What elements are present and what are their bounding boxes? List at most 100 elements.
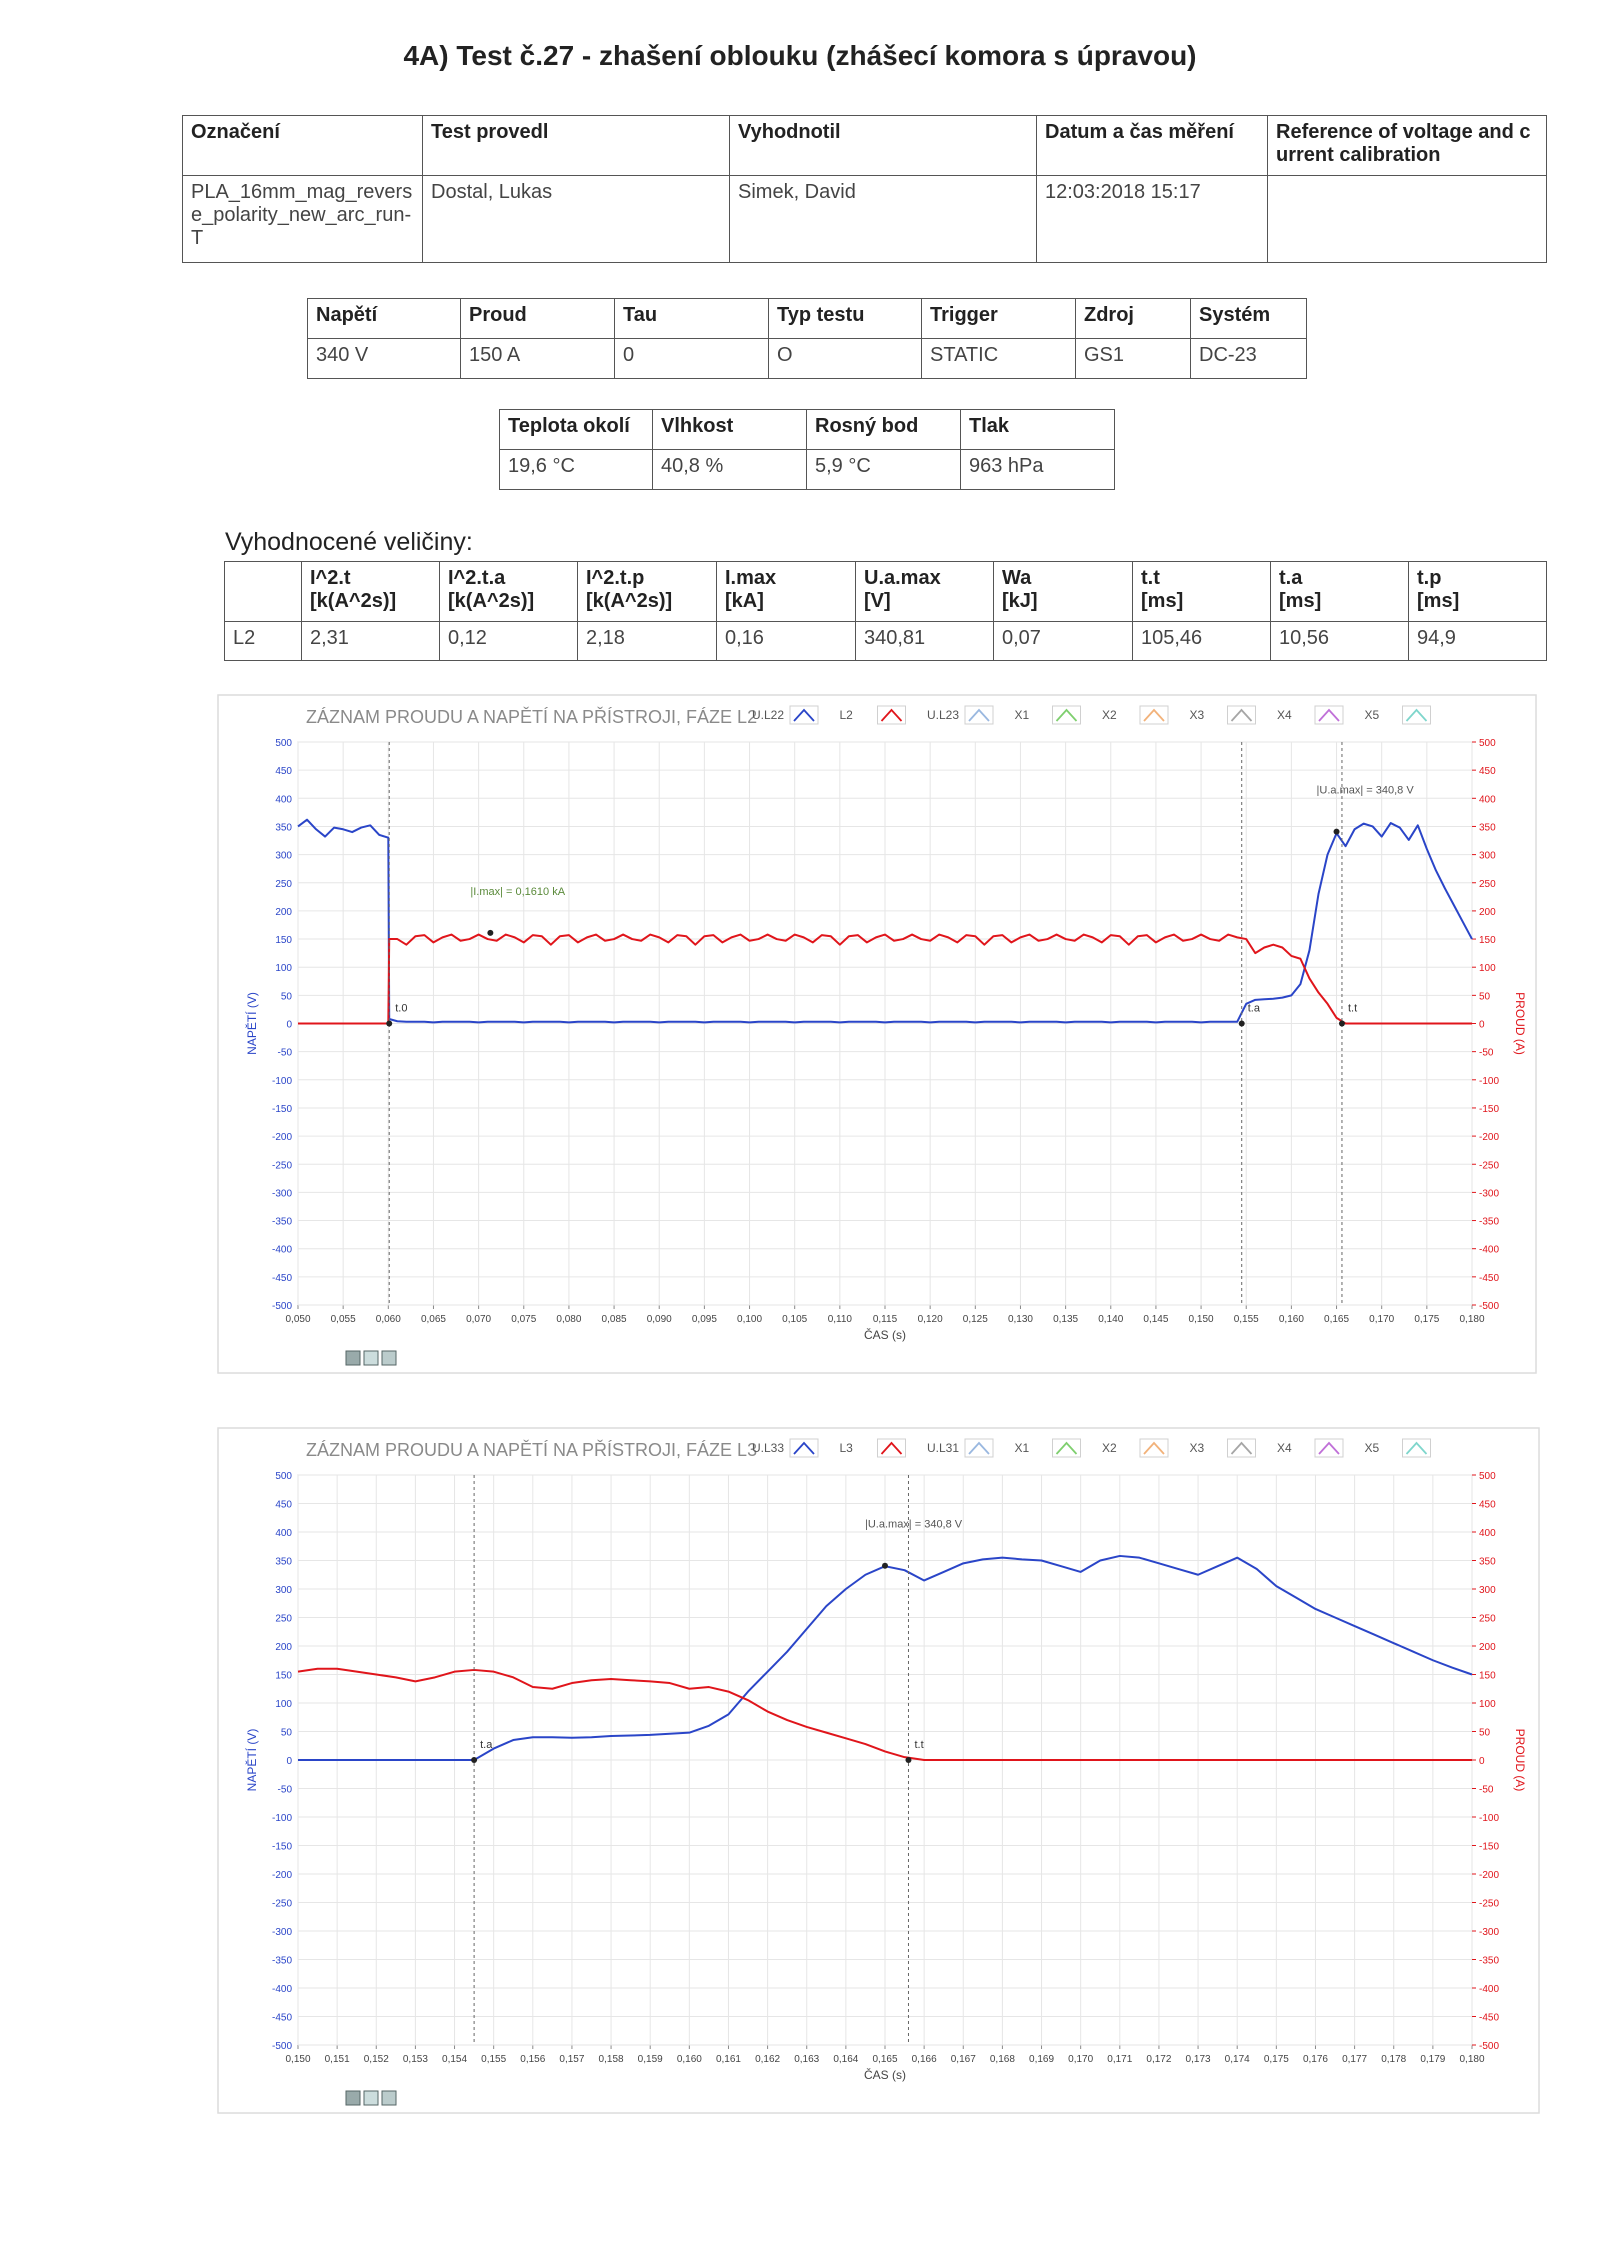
- x-tick-label: 0,155: [1234, 1314, 1259, 1325]
- cell: 0: [614, 338, 769, 379]
- x-tick-label: 0,100: [737, 1314, 762, 1325]
- y2-tick-label: -500: [1479, 2041, 1499, 2052]
- y-tick-label: 300: [275, 1585, 292, 1596]
- x-tick-label: 0,125: [963, 1314, 988, 1325]
- y2-tick-label: -200: [1479, 1132, 1499, 1143]
- x-axis-label: ČAS (s): [864, 2067, 906, 2082]
- y-tick-label: -350: [272, 1956, 292, 1967]
- x-tick-label: 0,153: [403, 2054, 428, 2065]
- toolbar-icon: [363, 1350, 379, 1366]
- legend-swatch: [1055, 1441, 1078, 1455]
- y-tick-label: -200: [272, 1132, 292, 1143]
- y2-tick-label: 300: [1479, 851, 1496, 862]
- cell: Dostal, Lukas: [422, 175, 730, 263]
- legend-swatch-box: [1139, 1438, 1169, 1458]
- cell: 340,81: [855, 621, 994, 661]
- header-cell: Tau: [614, 298, 769, 339]
- table-caption: Vyhodnocené veličiny:: [225, 528, 473, 556]
- x-tick-label: 0,168: [990, 2054, 1015, 2065]
- x-tick-label: 0,090: [647, 1314, 672, 1325]
- y-tick-label: 300: [275, 851, 292, 862]
- y-tick-label: 200: [275, 907, 292, 918]
- y-tick-label: 450: [275, 766, 292, 777]
- x-tick-label: 0,110: [828, 1314, 853, 1325]
- table: Teplota okolí Vlhkost Rosný bod Tlak 19,6 °C…: [499, 409, 1115, 490]
- x-tick-label: 0,065: [421, 1314, 446, 1325]
- annotation-label: |U.a.max| = 340,8 V: [865, 1519, 963, 1531]
- legend-swatch-box: [1314, 705, 1344, 725]
- x-tick-label: 0,158: [599, 2054, 624, 2065]
- header-cell: Typ testu: [768, 298, 922, 339]
- y-tick-label: 200: [275, 1642, 292, 1653]
- cell: 150 A: [460, 338, 615, 379]
- x-tick-label: 0,060: [376, 1314, 401, 1325]
- y2-tick-label: -400: [1479, 1984, 1499, 1995]
- x-tick-label: 0,165: [1324, 1314, 1349, 1325]
- y2-tick-label: 450: [1479, 1500, 1496, 1511]
- cell: 12:03:2018 15:17: [1036, 175, 1268, 263]
- document-title: 4A) Test č.27 - zhašení oblouku (zhášecí…: [403, 40, 1197, 71]
- legend-label: L3: [840, 1441, 854, 1455]
- y-tick-label: -250: [272, 1160, 292, 1171]
- table-row: 19,6 °C 40,8 % 5,9 °C 963 hPa: [499, 449, 1115, 490]
- header-cell: t.t [ms]: [1132, 561, 1271, 622]
- annotation-point: [882, 1562, 888, 1569]
- y2-tick-label: 450: [1479, 766, 1496, 777]
- legend-swatch: [1230, 708, 1253, 722]
- header-cell: t.a [ms]: [1270, 561, 1409, 622]
- x-tick-label: 0,150: [285, 2054, 310, 2065]
- marker-label: t.a: [480, 1739, 493, 1751]
- header-cell: Trigger: [921, 298, 1076, 339]
- x-tick-label: 0,169: [1029, 2054, 1054, 2065]
- y2-tick-label: -300: [1479, 1188, 1499, 1199]
- x-tick-label: 0,155: [481, 2054, 506, 2065]
- y-tick-label: -50: [278, 1048, 293, 1059]
- y2-tick-label: 300: [1479, 1585, 1496, 1596]
- x-tick-label: 0,161: [716, 2054, 741, 2065]
- y2-tick-label: 0: [1479, 1756, 1485, 1767]
- legend-label: X3: [1190, 708, 1205, 722]
- legend-label: X5: [1365, 1441, 1380, 1455]
- x-tick-label: 0,163: [794, 2054, 819, 2065]
- y-tick-label: 50: [281, 1728, 293, 1739]
- toolbar-icon: [381, 2090, 397, 2106]
- x-tick-label: 0,167: [951, 2054, 976, 2065]
- table-row: L2 2,31 0,12 2,18 0,16 340,81 0,07 105,46 10,56 9…: [224, 621, 1547, 661]
- y2-tick-label: -250: [1479, 1899, 1499, 1910]
- x-tick-label: 0,115: [873, 1314, 898, 1325]
- cell: 2,18: [577, 621, 717, 661]
- y-tick-label: -150: [272, 1842, 292, 1853]
- y-tick-label: 250: [275, 879, 292, 890]
- y-tick-label: -300: [272, 1927, 292, 1938]
- x-tick-label: 0,120: [918, 1314, 943, 1325]
- table: I^2.t [k(A^2s)] I^2.t.a [k(A^2s)] I^2.t.p …: [224, 561, 1547, 661]
- x-tick-label: 0,180: [1459, 2054, 1484, 2065]
- y2-tick-label: 400: [1479, 794, 1496, 805]
- chart-title: ZÁZNAM PROUDU A NAPĚTÍ NA PŘÍSTROJI, FÁZ…: [306, 707, 757, 727]
- x-tick-label: 0,174: [1225, 2054, 1250, 2065]
- cell: 94,9: [1408, 621, 1547, 661]
- marker-label: t.t: [914, 1739, 923, 1751]
- cell: STATIC: [921, 338, 1076, 379]
- x-tick-label: 0,177: [1342, 2054, 1367, 2065]
- y2-tick-label: 0: [1479, 1020, 1485, 1031]
- y-tick-label: -100: [272, 1076, 292, 1087]
- x-tick-label: 0,152: [364, 2054, 389, 2065]
- legend-swatch: [1143, 708, 1165, 722]
- y2-tick-label: -300: [1479, 1927, 1499, 1938]
- y2-tick-label: 250: [1479, 879, 1496, 890]
- legend-swatch-box: [789, 1438, 819, 1458]
- x-tick-label: 0,050: [285, 1314, 310, 1325]
- legend-label: X4: [1277, 708, 1292, 722]
- x-tick-label: 0,159: [638, 2054, 663, 2065]
- y2-tick-label: 500: [1479, 738, 1496, 749]
- data-line: [297, 1667, 1472, 1761]
- y-tick-label: -200: [272, 1870, 292, 1881]
- header-cell: I.max [kA]: [716, 561, 856, 622]
- legend-label: X2: [1102, 708, 1117, 722]
- y-tick-label: 400: [275, 794, 292, 805]
- legend-swatch-box: [1227, 1438, 1256, 1458]
- y2-axis-label: PROUD (A): [1513, 1729, 1527, 1792]
- header-cell: Wa [kJ]: [993, 561, 1133, 622]
- header-cell: Test provedl: [422, 115, 730, 176]
